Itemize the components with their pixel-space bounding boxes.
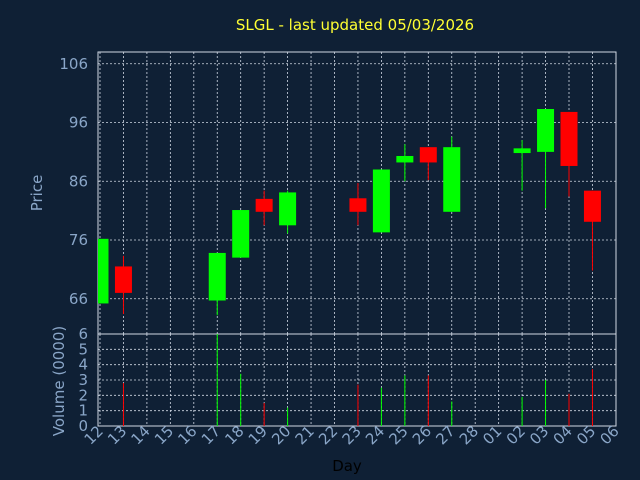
candle-body: [560, 111, 578, 166]
candle-body: [583, 190, 601, 222]
price-tick-label: 86: [69, 172, 88, 190]
price-tick-label: 96: [69, 114, 88, 132]
volume-tick-label: 2: [78, 386, 88, 404]
candle-body: [255, 198, 273, 212]
price-tick-label: 66: [69, 290, 88, 308]
volume-tick-label: 1: [78, 402, 88, 420]
volume-tick-label: 4: [78, 356, 88, 374]
candle-body: [98, 238, 109, 304]
candle-body: [279, 192, 297, 226]
volume-tick-label: 6: [78, 325, 88, 343]
candle-body: [443, 147, 461, 212]
candles: [98, 108, 601, 316]
candle-body: [114, 266, 132, 293]
candle-body: [208, 252, 226, 301]
price-axis-label: Price: [28, 175, 46, 212]
volume-axis-label: Volume (0000): [50, 326, 68, 436]
x-axis-label: Day: [332, 457, 362, 475]
x-axis-ticks: 1213141516171819202122232425262728010203…: [81, 422, 623, 448]
chart-title: SLGL - last updated 05/03/2026: [236, 16, 474, 34]
volume-tick-label: 0: [78, 417, 88, 435]
price-tick-label: 76: [69, 231, 88, 249]
price-tick-label: 106: [59, 55, 88, 73]
price-axis-ticks: 66 76 86 96 106: [59, 55, 88, 308]
candle-body: [372, 169, 390, 233]
candle-body: [232, 210, 250, 258]
volume-tick-label: 5: [78, 340, 88, 358]
candle-body: [396, 155, 414, 163]
volume-tick-label: 3: [78, 371, 88, 389]
candle-body: [513, 148, 531, 154]
candle-body: [537, 108, 555, 152]
candle-body: [349, 198, 367, 212]
candle-body: [419, 147, 437, 163]
volume-bars: [122, 334, 593, 426]
